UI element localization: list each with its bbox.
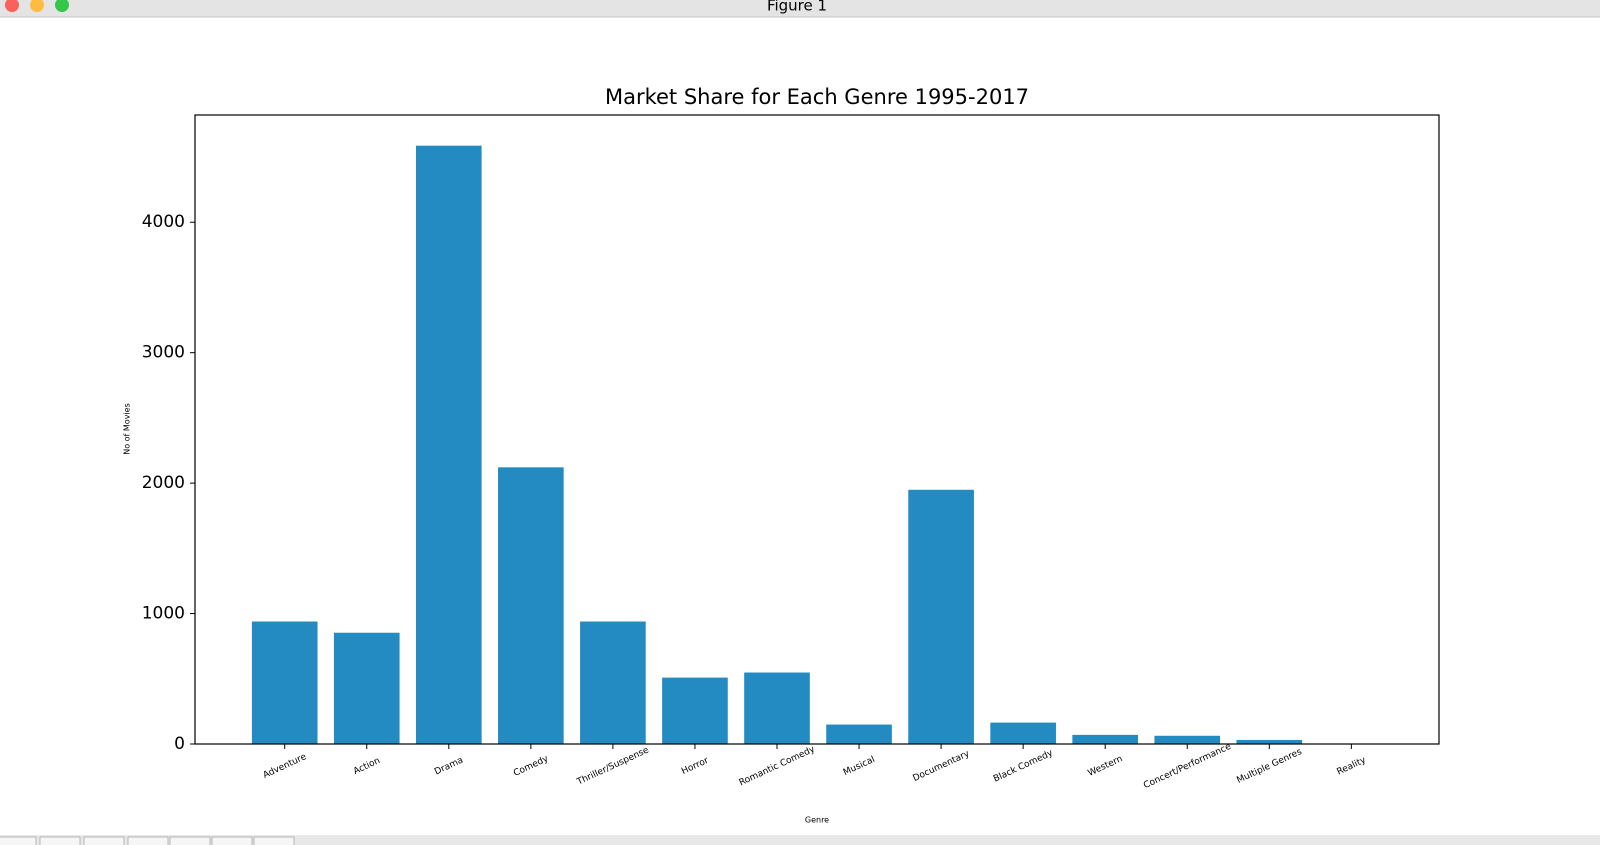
window-title: Figure 1 [767,0,827,15]
x-tick-label: Concert/Performance [1142,742,1233,792]
y-axis-label: No of Movies [123,403,132,455]
bar [251,621,318,744]
bar [1072,734,1139,744]
bar [415,145,482,744]
x-tick-label: Western [1087,754,1125,779]
x-tick-label: Adventure [262,752,309,781]
x-axis-label: Genre [805,816,829,825]
x-tick-label: Reality [1336,755,1369,777]
y-tick-label: 1000 [142,604,185,624]
chart-title: Market Share for Each Genre 1995-2017 [605,85,1029,109]
bar [498,467,564,744]
zoom-tool-button[interactable] [169,836,211,845]
x-tick-label: Comedy [512,754,550,779]
y-tick-label: 0 [174,734,185,754]
toolbar-buttons [0,836,295,845]
x-tick-label: Romantic Comedy [738,744,817,788]
x-tick-label: Documentary [911,749,971,784]
x-tick-label: Horror [680,756,710,777]
bar [990,722,1056,744]
x-tick-label: Action [352,756,382,777]
bar [826,724,892,744]
bar [662,677,728,744]
forward-button[interactable] [83,836,125,845]
plot-frame [194,114,1440,745]
minimize-button[interactable] [30,0,44,12]
bar [333,632,400,744]
close-button[interactable] [5,0,19,12]
x-tick-label: Thriller/Suspense [575,745,651,788]
bar [580,621,646,744]
home-button[interactable] [0,836,37,845]
toolbar [0,835,1600,845]
bar [1154,735,1221,744]
y-tick-label: 2000 [142,473,185,493]
y-tick-label: 3000 [142,343,185,363]
zoom-button[interactable] [55,0,69,12]
x-tick-label: Black Comedy [992,748,1055,785]
title-bar [0,0,1600,17]
configure-button[interactable] [211,836,253,845]
back-button[interactable] [39,836,81,845]
bar [1236,739,1303,744]
y-tick-label: 4000 [142,212,185,232]
x-tick-label: Multiple Genres [1235,747,1303,786]
bar [744,672,810,744]
x-tick-label: Musical [842,755,877,778]
x-tick-label: Drama [433,755,465,777]
bar [908,489,974,744]
save-button[interactable] [253,836,295,845]
pan-button[interactable] [127,836,169,845]
